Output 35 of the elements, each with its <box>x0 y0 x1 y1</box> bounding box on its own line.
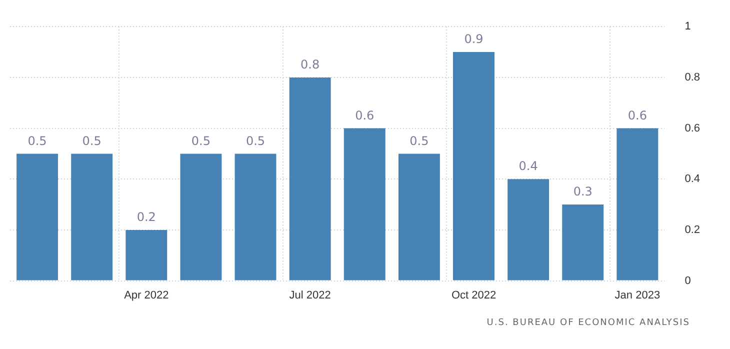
y-tick-label: 0.4 <box>684 173 700 186</box>
data-label: 0.5 <box>82 134 102 148</box>
data-label: 0.3 <box>573 184 592 199</box>
x-tick-label: Oct 2022 <box>451 289 496 302</box>
bar <box>616 128 658 280</box>
x-tick-label: Apr 2022 <box>124 289 169 302</box>
y-tick-label: 0.6 <box>684 122 700 134</box>
data-label: 0.2 <box>136 210 156 224</box>
data-label: 0.5 <box>28 134 47 148</box>
text: U.S. BUREAU OF ECONOMIC ANALYSIS <box>486 318 690 328</box>
bar <box>508 179 550 280</box>
y-tick-label: 0 <box>684 274 691 287</box>
bar <box>344 128 386 280</box>
bar <box>16 154 58 280</box>
data-label: 0.6 <box>628 108 647 122</box>
bar <box>180 154 222 280</box>
x-tick-label: Jan 2023 <box>614 289 660 302</box>
data-label: 0.9 <box>464 32 484 46</box>
data-label: 0.6 <box>355 108 374 122</box>
y-tick-label: 0.8 <box>684 71 700 84</box>
bar <box>234 154 276 280</box>
data-label: 0.8 <box>300 58 320 72</box>
bar <box>398 154 440 280</box>
bar <box>289 77 331 280</box>
y-tick-label: 0.2 <box>684 224 700 236</box>
bar <box>453 52 494 280</box>
data-label: 0.5 <box>246 134 266 148</box>
data-label: 0.5 <box>191 134 211 148</box>
bar <box>126 230 168 280</box>
data-label: 0.5 <box>410 134 429 148</box>
bar <box>71 154 113 280</box>
x-tick-label: Jul 2022 <box>289 289 331 302</box>
y-tick-label: 1 <box>684 20 691 33</box>
bar <box>562 204 604 280</box>
data-label: 0.4 <box>518 159 538 174</box>
